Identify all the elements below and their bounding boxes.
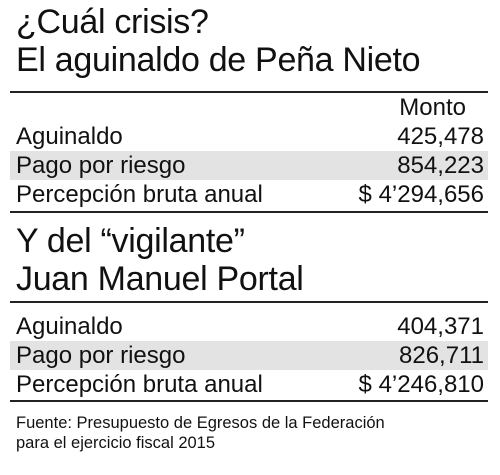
section2-title-line2: Juan Manuel Portal [16, 260, 304, 298]
footer-divider [10, 400, 488, 402]
table-row: Pago por riesgo 826,711 [10, 341, 488, 370]
row-value: 826,711 [399, 342, 484, 369]
section1-title-line2: El aguinaldo de Peña Nieto [16, 41, 421, 79]
section1-table: Monto Aguinaldo 425,478 Pago por riesgo … [10, 94, 488, 209]
top-divider [10, 91, 488, 93]
amount-column-header: Monto [399, 94, 466, 121]
section-divider [10, 211, 488, 213]
row-value: $ 4’294,656 [358, 181, 484, 208]
table-row: Pago por riesgo 854,223 [10, 151, 488, 180]
row-label: Aguinaldo [16, 123, 123, 150]
row-label: Aguinaldo [16, 313, 123, 340]
section1-title-line1: ¿Cuál crisis? [16, 3, 209, 41]
source-line2: para el ejercicio fiscal 2015 [16, 434, 216, 452]
section2-table: Aguinaldo 404,371 Pago por riesgo 826,71… [10, 312, 488, 399]
table-row: Percepción bruta anual $ 4’246,810 [10, 370, 488, 399]
row-value: 854,223 [397, 152, 484, 179]
row-value: 404,371 [397, 313, 484, 340]
section1-title: ¿Cuál crisis? El aguinaldo de Peña Nieto [16, 3, 421, 79]
row-label: Pago por riesgo [16, 342, 186, 369]
section2-divider [10, 301, 488, 303]
row-value: $ 4’246,810 [358, 371, 484, 398]
row-label: Percepción bruta anual [16, 371, 263, 398]
section2-title: Y del “vigilante” Juan Manuel Portal [16, 222, 304, 298]
source-line1: Fuente: Presupuesto de Egresos de la Fed… [16, 414, 385, 432]
row-label: Pago por riesgo [16, 152, 186, 179]
row-value: 425,478 [397, 123, 484, 150]
source-note: Fuente: Presupuesto de Egresos de la Fed… [16, 413, 385, 453]
row-label: Percepción bruta anual [16, 181, 263, 208]
table-row: Aguinaldo 404,371 [10, 312, 488, 341]
table-row: Aguinaldo 425,478 [10, 122, 488, 151]
section2-title-line1: Y del “vigilante” [16, 222, 245, 260]
table-row: Percepción bruta anual $ 4’294,656 [10, 180, 488, 209]
